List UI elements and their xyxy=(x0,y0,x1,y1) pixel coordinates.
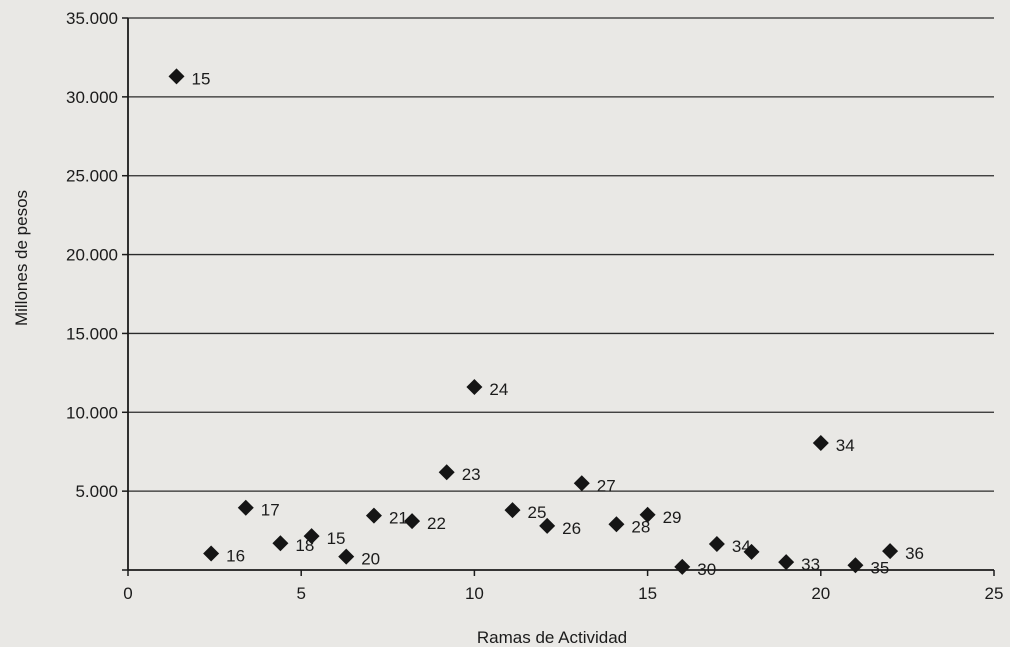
data-point-label: 29 xyxy=(663,508,682,527)
data-point-marker xyxy=(466,379,483,396)
data-point-label: 20 xyxy=(361,550,380,569)
data-point-marker xyxy=(303,528,320,545)
data-point-marker xyxy=(365,507,382,524)
y-axis-label: Millones de pesos xyxy=(12,190,31,326)
data-point-marker xyxy=(272,535,289,552)
data-point-label: 28 xyxy=(631,517,650,536)
data-point-label: 35 xyxy=(870,558,889,577)
data-point-marker xyxy=(504,502,521,519)
data-point-marker xyxy=(674,558,691,575)
x-tick-label: 15 xyxy=(638,584,657,603)
x-tick-label: 5 xyxy=(296,584,305,603)
data-point-marker xyxy=(708,535,725,552)
y-tick-label: 10.000 xyxy=(66,403,118,422)
data-point-marker xyxy=(203,545,220,562)
x-axis-label: Ramas de Actividad xyxy=(477,628,627,647)
data-point-marker xyxy=(743,543,760,560)
y-tick-label: 30.000 xyxy=(66,88,118,107)
data-point-marker xyxy=(573,475,590,492)
data-point-label: 27 xyxy=(597,476,616,495)
x-tick-label: 10 xyxy=(465,584,484,603)
data-point-marker xyxy=(438,464,455,481)
data-point-label: 17 xyxy=(261,501,280,520)
data-point-label: 21 xyxy=(389,509,408,528)
data-point-label: 24 xyxy=(489,380,508,399)
data-point-label: 15 xyxy=(327,529,346,548)
data-point-marker xyxy=(639,506,656,523)
data-point-label: 26 xyxy=(562,519,581,538)
y-tick-label: 15.000 xyxy=(66,324,118,343)
gridlines xyxy=(128,17,994,492)
data-point-marker xyxy=(778,554,795,571)
data-point-label: 23 xyxy=(462,465,481,484)
data-point-marker xyxy=(404,513,421,530)
data-point-label: 33 xyxy=(801,555,820,574)
data-point-label: 34 xyxy=(836,436,855,455)
x-tick-label: 20 xyxy=(811,584,830,603)
y-tick-label: 20.000 xyxy=(66,246,118,265)
data-point-marker xyxy=(237,499,254,516)
data-point-marker xyxy=(882,543,899,560)
data-point-marker xyxy=(812,435,829,452)
data-point-label: 16 xyxy=(226,546,245,565)
data-point-marker xyxy=(338,548,355,565)
data-point-label: 22 xyxy=(427,514,446,533)
data-point-marker xyxy=(847,557,864,574)
data-point-marker xyxy=(539,517,556,534)
y-axis-ticks: 5.000 10.000 15.000 20.000 25.000 30.000 35.00… xyxy=(66,9,128,571)
data-point-marker xyxy=(608,516,625,533)
y-tick-label: 35.000 xyxy=(66,9,118,28)
x-tick-label: 25 xyxy=(985,584,1004,603)
data-point-label: 15 xyxy=(191,69,210,88)
y-tick-label: 25.000 xyxy=(66,167,118,186)
y-tick-label: 5.000 xyxy=(75,482,118,501)
x-tick-label: 0 xyxy=(123,584,132,603)
data-point-label: 36 xyxy=(905,544,924,563)
data-point-label: 30 xyxy=(697,560,716,579)
x-axis-ticks: 0 5 10 15 20 25 xyxy=(123,570,1003,603)
data-point-marker xyxy=(168,68,185,85)
axes xyxy=(127,18,994,571)
data-point-label: 25 xyxy=(528,503,547,522)
